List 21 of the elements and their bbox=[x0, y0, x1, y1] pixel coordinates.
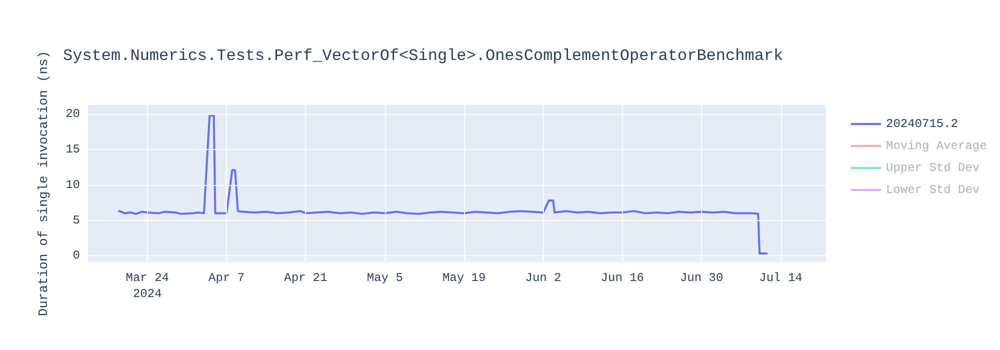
y-tick-label: 20 bbox=[66, 107, 80, 122]
x-tick-label: Jun 2 bbox=[525, 271, 562, 285]
y-tick-label: 10 bbox=[66, 178, 80, 192]
x-tick-label: Apr 21 bbox=[284, 271, 328, 285]
x-tick-label: Jun 16 bbox=[600, 271, 644, 285]
legend-label: Upper Std Dev bbox=[886, 161, 980, 175]
x-tick-label: Apr 7 bbox=[208, 271, 245, 285]
y-tick-label: 5 bbox=[72, 213, 80, 228]
y-tick-label: 15 bbox=[66, 142, 80, 157]
legend-label: Lower Std Dev bbox=[886, 183, 980, 197]
x-tick-label: Jun 30 bbox=[680, 271, 724, 285]
line-series bbox=[118, 114, 768, 255]
legend-label: 20240715.2 bbox=[886, 117, 958, 131]
y-axis-title: Duration of single invocation (ns) bbox=[36, 50, 51, 316]
x-tick-label: Jul 14 bbox=[759, 271, 802, 285]
legend-label: Moving Average bbox=[886, 139, 987, 153]
x-tick-label: Mar 24 2024 bbox=[126, 271, 169, 301]
x-tick-label: May 19 bbox=[442, 271, 486, 285]
x-tick-label: May 5 bbox=[366, 271, 403, 285]
y-tick-label: 0 bbox=[72, 248, 80, 263]
chart-title: System.Numerics.Tests.Perf_VectorOf<Single>.OnesComplementOperatorBenchmark bbox=[63, 47, 784, 65]
